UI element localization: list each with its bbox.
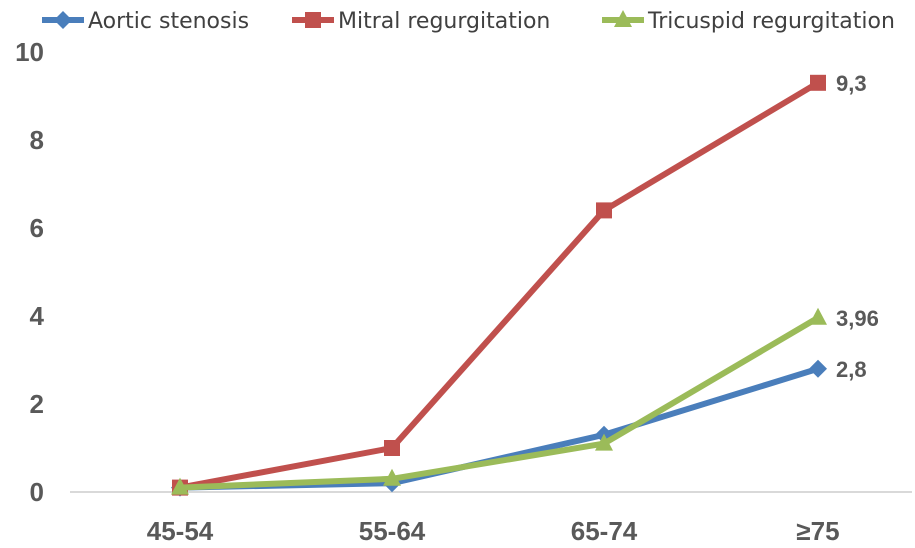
x-tick-label: 55-64 — [359, 516, 426, 546]
series-aortic-stenosis: 2,8 — [171, 357, 867, 497]
data-label: 9,3 — [836, 71, 867, 96]
legend-item: Aortic stenosis — [42, 9, 249, 34]
y-tick-label: 6 — [30, 213, 44, 243]
x-axis: 45-54 55-64 65-74 ≥75 — [147, 516, 840, 546]
legend-label: Mitral regurgitation — [338, 9, 550, 34]
x-tick-label: ≥75 — [796, 516, 839, 546]
data-point-marker — [809, 359, 827, 378]
legend-label: Tricuspid regurgitation — [647, 9, 895, 34]
y-tick-label: 4 — [30, 301, 45, 331]
series-tricuspid-regurgitation: 3,96 — [171, 306, 879, 495]
data-point-marker — [384, 440, 400, 456]
legend-item: Tricuspid regurgitation — [602, 9, 895, 34]
legend-marker — [305, 12, 321, 28]
data-point-marker — [810, 74, 826, 91]
x-tick-label: 65-74 — [571, 516, 638, 546]
series-mitral-regurgitation: 9,3 — [172, 71, 867, 496]
data-label: 3,96 — [836, 306, 879, 331]
legend-marker — [54, 11, 72, 29]
y-axis: 0 2 4 6 8 10 — [15, 37, 44, 507]
series-line — [177, 314, 821, 491]
data-point-marker — [595, 433, 613, 451]
data-point-marker — [809, 307, 827, 325]
legend: Aortic stenosis Mitral regurgitation Tricu… — [42, 9, 895, 34]
legend-label: Aortic stenosis — [88, 9, 249, 34]
y-tick-label: 10 — [15, 37, 44, 67]
series-line — [177, 79, 821, 491]
data-point-marker — [171, 477, 189, 495]
legend-marker — [614, 10, 632, 27]
y-tick-label: 8 — [30, 125, 44, 155]
plot-area: 2,8 9,3 3,96 — [171, 71, 879, 497]
data-label: 2,8 — [836, 357, 867, 382]
y-tick-label: 2 — [30, 389, 44, 419]
data-point-marker — [596, 202, 612, 219]
y-tick-label: 0 — [30, 477, 44, 507]
legend-item: Mitral regurgitation — [292, 9, 550, 34]
x-tick-label: 45-54 — [147, 516, 214, 546]
data-point-marker — [383, 468, 401, 486]
